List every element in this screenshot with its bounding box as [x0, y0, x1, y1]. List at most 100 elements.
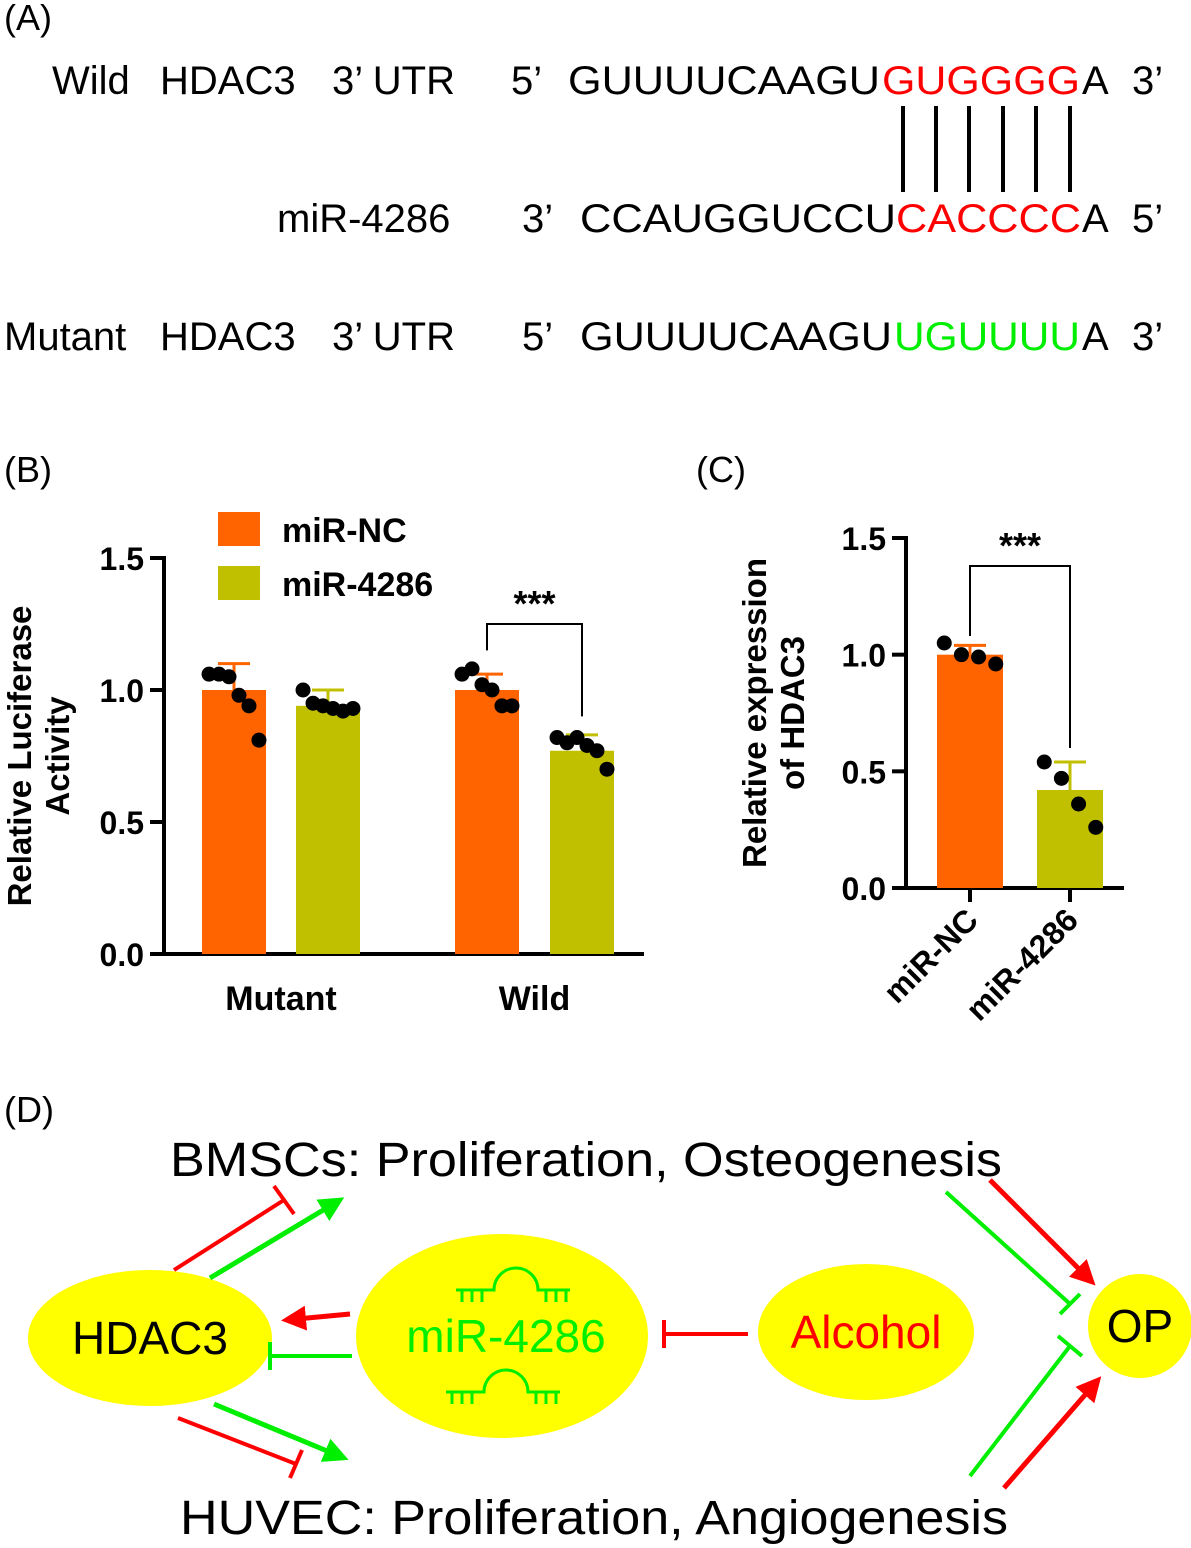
huvec-inhibits-op-line	[968, 1344, 1072, 1478]
y-tick-label: 1.0	[100, 673, 144, 709]
bmsc-to-op-red-arrow	[988, 1178, 1096, 1286]
op-node-label: OP	[1107, 1300, 1173, 1352]
x-category-label: Wild	[499, 980, 570, 1018]
bmsc-effects-text: BMSCs: Proliferation, Osteogenesis	[170, 1134, 1002, 1187]
y-axis-title: Relative expressionof HDAC3	[736, 558, 811, 868]
mutant-mir-4286-data-point	[295, 682, 311, 698]
y-axis-title-line: Relative Luciferase	[1, 606, 38, 907]
wild-mir-nc-data-point	[484, 682, 500, 698]
y-tick-label: 0.5	[100, 805, 144, 841]
y-tick-label: 0.5	[842, 754, 886, 790]
mir-nc-data-point	[971, 649, 987, 665]
alcohol-node	[758, 1264, 974, 1400]
panel-b-label: (B)	[4, 449, 52, 490]
base-pair-lines	[901, 106, 1072, 192]
wild-seed-site: GUGGGG	[882, 59, 1080, 103]
hdac3-node	[28, 1270, 272, 1406]
panel-d: (D) BMSCs: Proliferation, Osteogenesis H…	[4, 1089, 1191, 1545]
mutant-mir-4286-data-point	[345, 700, 361, 716]
mutant-seq-prefix: GUUUUCAAGU	[580, 315, 892, 359]
hdac3-inhibits-huvec-line	[177, 1416, 297, 1466]
mir-to-hdac3-red-arrow	[281, 1305, 351, 1331]
inhibition-bar	[1058, 1292, 1082, 1316]
panel-d-label: (D)	[4, 1089, 54, 1130]
wild-name: Wild	[52, 59, 130, 103]
mir-nc-bar	[937, 654, 1003, 888]
mutant-seed-site: UGUUUU	[894, 315, 1080, 359]
significance-label: ***	[513, 583, 555, 624]
mirna-5-end: 5’	[1132, 197, 1163, 241]
mirna-seed-site: CACCCC	[896, 197, 1081, 241]
huvec-to-op-red-arrow	[1002, 1376, 1102, 1490]
wild-mir-4286-data-point	[599, 761, 615, 777]
wild-5-end: 5’	[511, 59, 542, 103]
mir-4286-data-point	[1036, 754, 1052, 770]
legend-label: miR-NC	[282, 512, 407, 550]
significance-bracket	[969, 565, 1071, 748]
mir-4286-data-point	[1071, 796, 1087, 812]
hdac3-promotes-bmsc-arrow	[208, 1197, 345, 1281]
y-tick-label: 1.5	[842, 521, 886, 557]
chart-b: 0.0 0.5 1.0 1.5 Relative LuciferaseActivity M…	[1, 512, 644, 1018]
wild-gene: HDAC3	[160, 59, 296, 103]
y-tick-label: 0.0	[842, 871, 886, 907]
wild-mir-nc-data-point	[504, 698, 520, 714]
alcohol-node-label: Alcohol	[791, 1306, 942, 1358]
mirna-hairpin-icon	[456, 1266, 570, 1302]
panel-b: (B) 0.0 0.5 1.0 1.5 Relative LuciferaseActiv…	[1, 449, 644, 1018]
y-tick-label: 0.0	[100, 937, 144, 973]
mirna-name: miR-4286	[277, 197, 450, 241]
huvec-effects-text: HUVEC: Proliferation, Angiogenesis	[180, 1492, 1008, 1545]
mir-4286-data-point	[1088, 819, 1104, 835]
mir-4286-bar	[1037, 790, 1103, 888]
mutant-seq-suffix: A	[1082, 315, 1109, 359]
mir-nc-data-point	[936, 635, 952, 651]
panel-c: (C) 0.0 0.5 1.0 1.5 Relative expressionof HD…	[696, 449, 1124, 1028]
mir-4286-data-point	[1053, 770, 1069, 786]
y-tick-label: 1.5	[100, 541, 144, 577]
legend-label: miR-4286	[282, 566, 433, 604]
inhibition-bar	[288, 1449, 304, 1479]
mirna-hairpin-icon	[446, 1368, 560, 1404]
mutant-gene: HDAC3	[160, 315, 296, 359]
mutant-mir-nc-bar	[202, 690, 266, 954]
mutant-name: Mutant	[4, 315, 126, 359]
wild-mir-4286-bar	[550, 750, 614, 954]
wild-mir-nc-data-point	[464, 661, 480, 677]
hdac3-inhibits-bmsc-line	[172, 1198, 286, 1272]
hdac3-node-label: HDAC3	[72, 1312, 228, 1364]
mutant-mir-nc-data-point	[251, 732, 267, 748]
significance-label: ***	[999, 525, 1041, 566]
y-axis-title: Relative LuciferaseActivity	[1, 606, 76, 907]
mutant-mir-nc-data-point	[231, 687, 247, 703]
y-axis-title-line: Relative expression	[736, 558, 773, 868]
mir-nc-data-point	[988, 656, 1004, 672]
mutant-region: 3’ UTR	[332, 315, 455, 359]
significance-bracket	[486, 623, 583, 717]
mirna-seq-suffix: A	[1082, 197, 1109, 241]
mutant-3-end: 3’	[1132, 315, 1163, 359]
wild-seq-suffix: A	[1082, 59, 1109, 103]
panel-c-label: (C)	[696, 449, 746, 490]
y-axis-title-line: of HDAC3	[774, 636, 811, 790]
inhibition-bar	[272, 1184, 296, 1216]
panel-a-label: (A)	[4, 0, 52, 38]
mirna-seq-prefix: CCAUGGUCCU	[580, 197, 896, 241]
mir-nc-data-point	[953, 647, 969, 663]
mir-4286-node	[356, 1234, 648, 1438]
mirna-3-end: 3’	[522, 197, 553, 241]
wild-3-end: 3’	[1132, 59, 1163, 103]
y-axis-title-line: Activity	[39, 696, 76, 816]
mir-4286-node-label: miR-4286	[406, 1310, 605, 1362]
op-node	[1088, 1274, 1191, 1378]
mutant-5-end: 5’	[522, 315, 553, 359]
wild-seq-prefix: GUUUUCAAGU	[568, 59, 880, 103]
wild-mir-4286-data-point	[569, 730, 585, 746]
bmsc-inhibits-op-line	[944, 1190, 1072, 1306]
x-category-label: Mutant	[225, 980, 336, 1018]
inhibition-bar	[1056, 1334, 1084, 1358]
wild-region: 3’ UTR	[332, 59, 455, 103]
hdac3-promotes-huvec-arrow	[213, 1401, 349, 1462]
